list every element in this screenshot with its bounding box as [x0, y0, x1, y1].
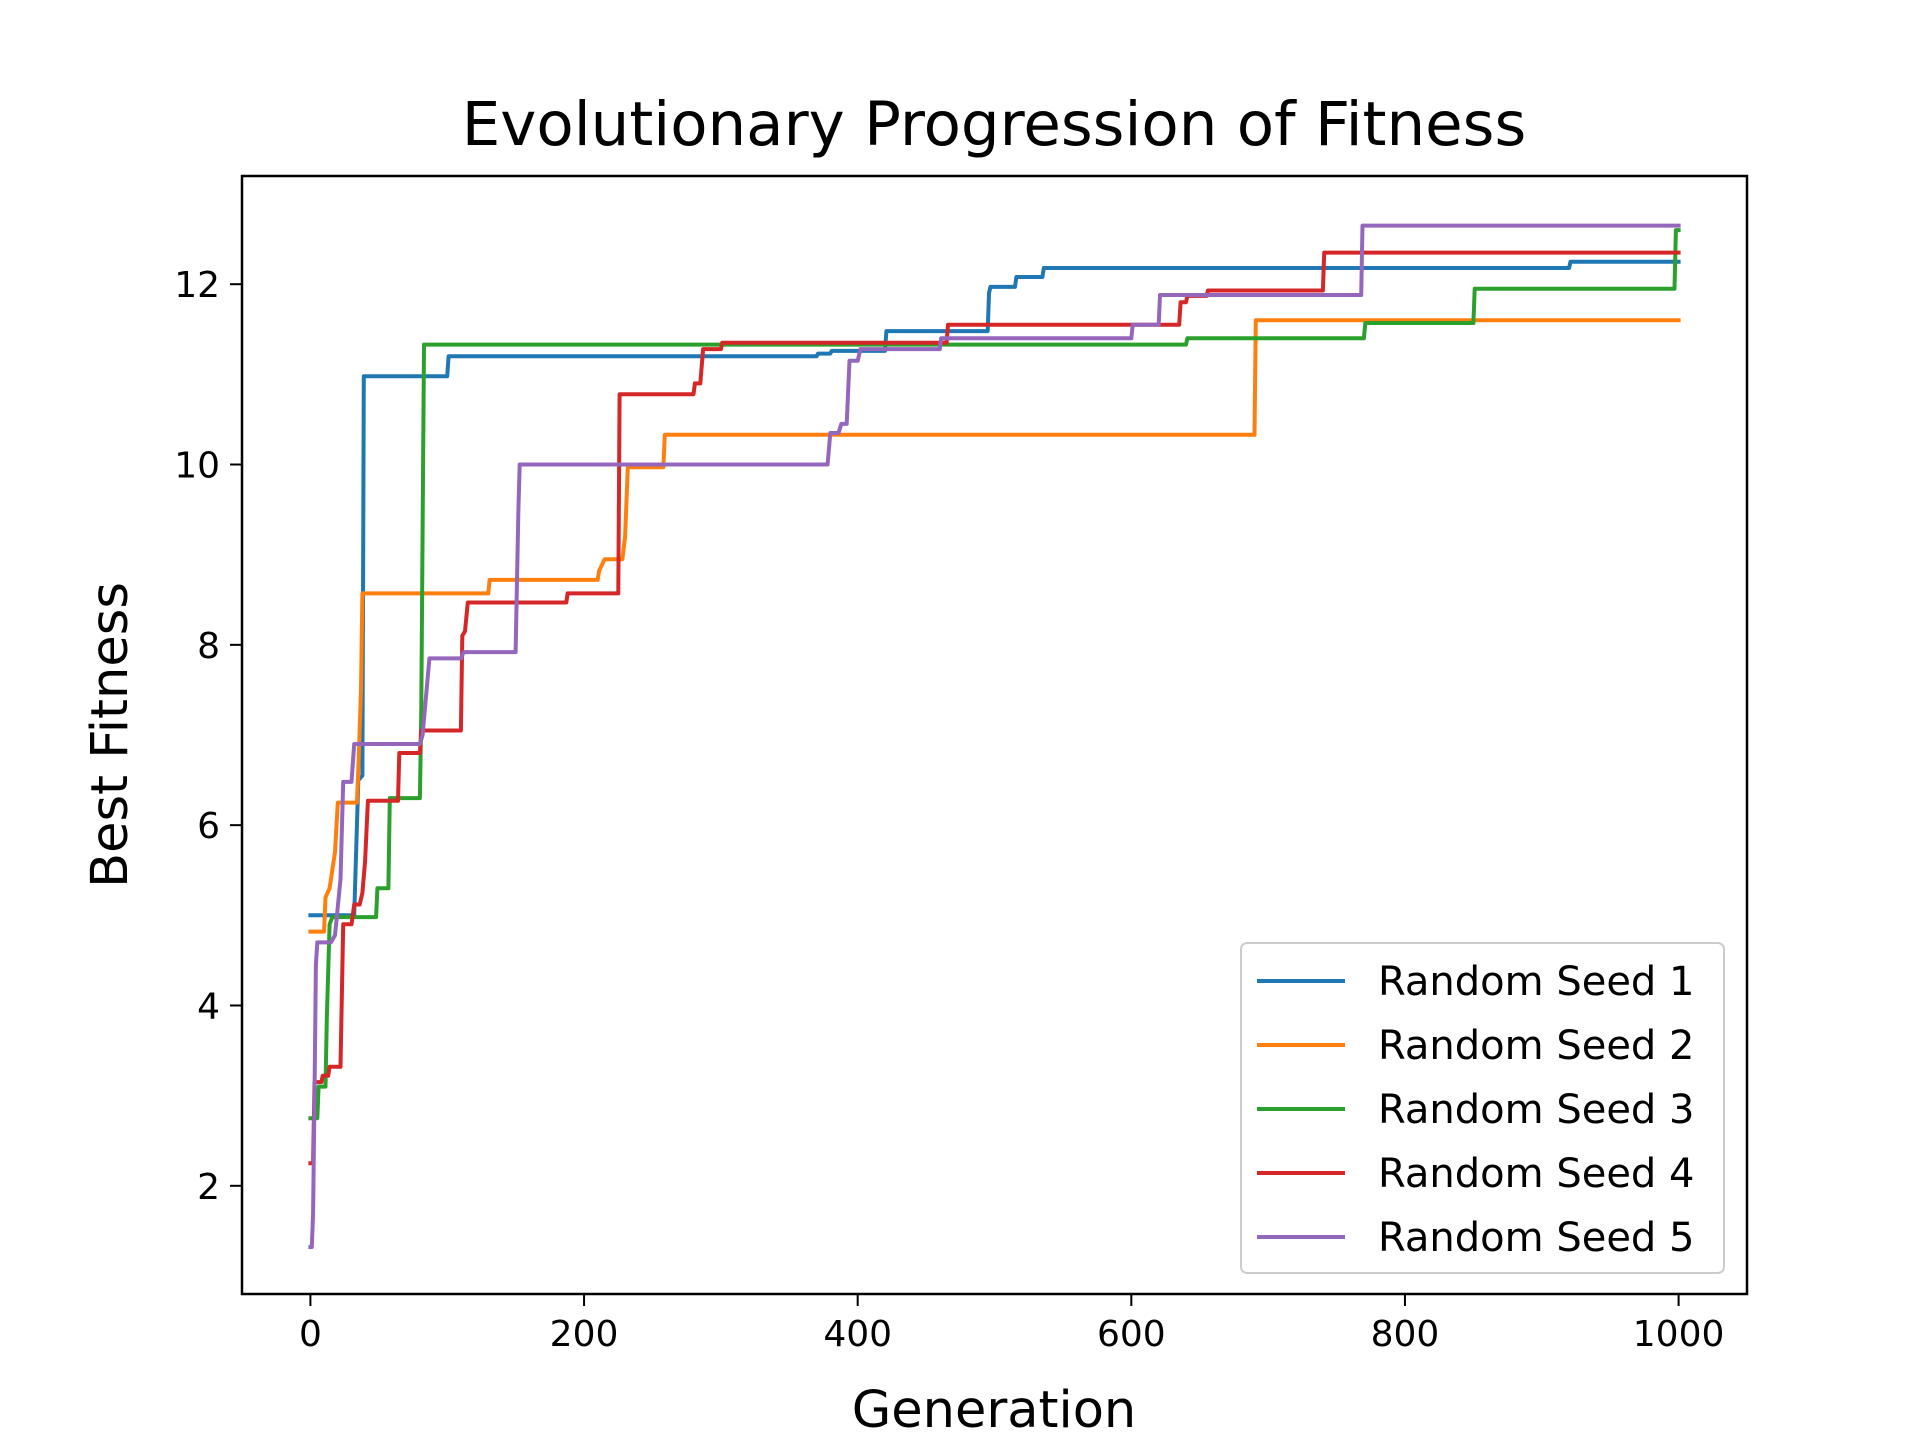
y-tick-label: 8: [197, 626, 220, 667]
series-line-2: [308, 318, 1681, 934]
y-tick-label: 10: [174, 446, 220, 487]
x-tick-label: 0: [299, 1314, 322, 1355]
y-axis-ticks: 2 4 6 8 10 12: [174, 265, 242, 1208]
y-tick-label: 6: [197, 806, 220, 847]
legend-label-4: Random Seed 4: [1378, 1151, 1694, 1197]
legend-label-1: Random Seed 1: [1378, 959, 1694, 1005]
legend-frame: [1240, 942, 1725, 1274]
x-tick-label: 400: [823, 1314, 892, 1355]
series-line-5: [308, 223, 1681, 1250]
series-line-4: [308, 250, 1681, 1166]
legend-label-3: Random Seed 3: [1378, 1087, 1694, 1133]
legend-label-2: Random Seed 2: [1378, 1023, 1694, 1069]
x-tick-label: 600: [1097, 1314, 1166, 1355]
chart-title: Evolutionary Progression of Fitness: [462, 89, 1526, 160]
x-axis-label: Generation: [852, 1381, 1137, 1440]
series-layer: [308, 223, 1681, 1250]
y-tick-label: 2: [197, 1167, 220, 1208]
x-tick-label: 200: [550, 1314, 619, 1355]
x-axis-ticks: 0 200 400 600 800 1000: [299, 1294, 1724, 1355]
x-tick-label: 1000: [1633, 1314, 1725, 1355]
y-tick-label: 12: [174, 265, 220, 306]
y-axis-label: Best Fitness: [81, 582, 140, 888]
legend: Random Seed 1 Random Seed 2 Random Seed 3 R…: [1240, 942, 1725, 1274]
y-tick-label: 4: [197, 986, 220, 1027]
plot-frame: [240, 174, 1749, 1296]
x-tick-label: 800: [1371, 1314, 1440, 1355]
legend-label-5: Random Seed 5: [1378, 1215, 1694, 1261]
series-line-3: [308, 228, 1681, 1121]
